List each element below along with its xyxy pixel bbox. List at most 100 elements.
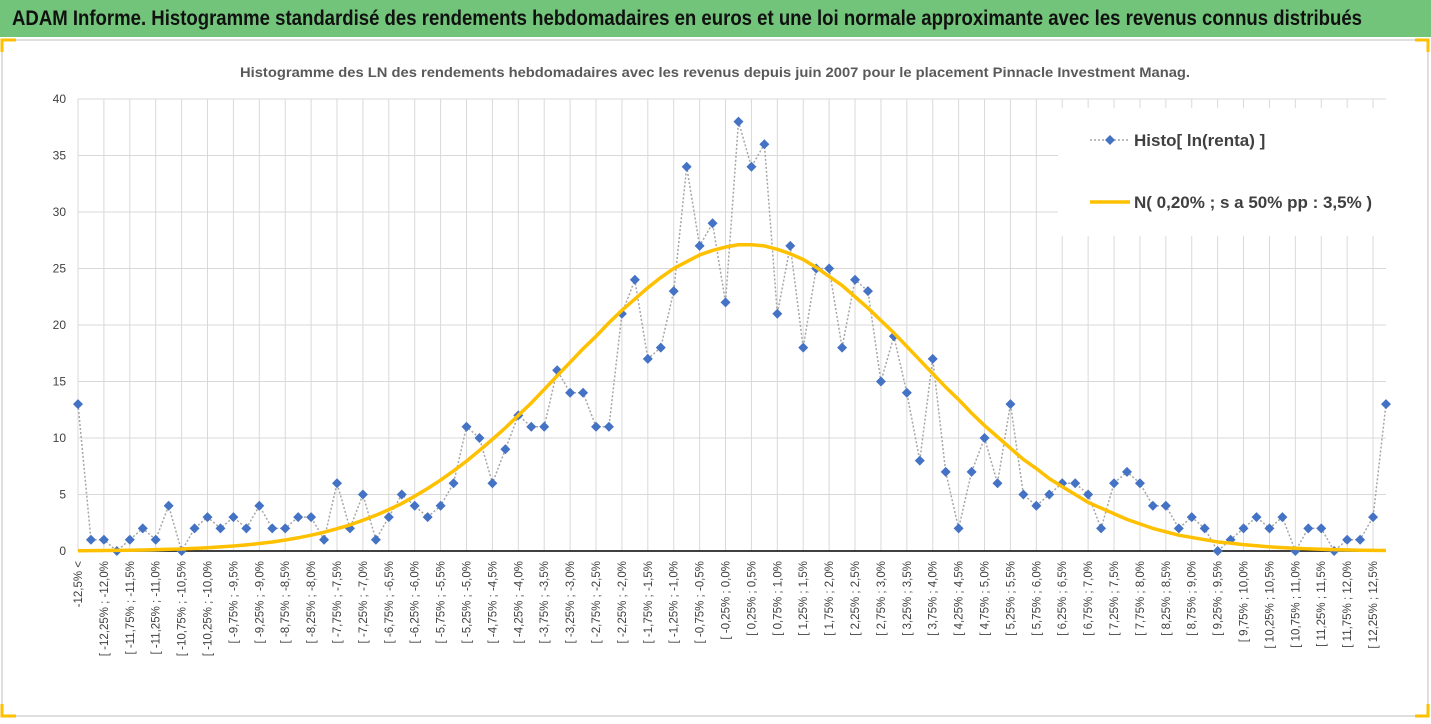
y-tick-label: 40 <box>53 92 67 106</box>
data-point <box>150 534 161 545</box>
data-point <box>306 512 317 523</box>
x-tick-label: [ 9,75% ; 10,0% <box>1239 561 1251 642</box>
data-point <box>124 534 135 545</box>
grid: 0 5 10 15 20 25 30 35 40 -12,5% < [ -12,25% ; -12,… <box>53 92 1386 656</box>
series-line <box>77 120 1387 552</box>
data-point <box>357 489 368 500</box>
data-point <box>772 308 783 319</box>
data-point <box>1160 500 1171 511</box>
data-point <box>448 478 459 489</box>
x-tick-label: [ -5,25% ; -5,0% <box>462 561 474 643</box>
x-tick-label: [ -8,25% ; -8,0% <box>306 561 318 643</box>
x-tick-label: [ -5,75% ; -5,5% <box>436 561 448 643</box>
data-point <box>565 387 576 398</box>
plot <box>73 116 1391 556</box>
x-tick-label: [ 8,25% ; 8,5% <box>1161 561 1173 636</box>
x-tick-label: [ -7,25% ; -7,0% <box>358 561 370 643</box>
data-point <box>215 523 226 534</box>
chart-border <box>1 39 1429 717</box>
data-point <box>785 240 796 251</box>
x-tick-label: [ -2,75% ; -2,5% <box>591 561 603 643</box>
data-point <box>824 263 835 274</box>
y-tick-label: 5 <box>59 488 66 502</box>
data-point <box>953 523 964 534</box>
x-tick-label: [ -9,75% ; -9,5% <box>228 561 240 643</box>
data-point <box>370 534 381 545</box>
data-point <box>655 342 666 353</box>
legend-label: N( 0,20% ; s a 50% pp : 3,5% ) <box>1134 193 1372 212</box>
data-point <box>383 512 394 523</box>
data-point <box>759 139 770 150</box>
data-point <box>681 161 692 172</box>
data-point <box>1083 489 1094 500</box>
x-tick-label: [ 4,75% ; 5,0% <box>980 561 992 636</box>
x-tick-label: [ -4,75% ; -4,5% <box>487 561 499 643</box>
x-tick-label: [ 3,75% ; 4,0% <box>928 561 940 636</box>
data-point <box>642 353 653 364</box>
x-tick-label: [ -1,25% ; -1,0% <box>669 561 681 643</box>
x-tick-label: [ 7,75% ; 8,0% <box>1135 561 1147 636</box>
legend: Histo[ ln(renta) ] N( 0,20% ; s a 50% pp … <box>1058 108 1386 236</box>
data-point <box>1342 534 1353 545</box>
x-tick-label: [ -9,25% ; -9,0% <box>254 561 266 643</box>
data-point <box>591 421 602 432</box>
x-tick-label: [ 9,25% ; 9,5% <box>1213 561 1225 636</box>
header-band <box>0 0 1431 37</box>
data-point <box>901 387 912 398</box>
data-point <box>694 240 705 251</box>
x-tick-label: [ 10,25% ; 10,5% <box>1264 561 1276 649</box>
data-point <box>837 342 848 353</box>
x-tick-label: [ 10,75% ; 11,0% <box>1290 561 1302 648</box>
header-title: ADAM Informe. Histogramme standardisé de… <box>12 7 1362 30</box>
x-tick-label: [ 5,25% ; 5,5% <box>1005 561 1017 636</box>
data-point <box>746 161 757 172</box>
data-point <box>73 399 83 410</box>
data-point <box>422 512 433 523</box>
x-tick-label: [ -8,75% ; -8,5% <box>280 561 292 643</box>
data-point <box>603 421 614 432</box>
data-point <box>409 500 420 511</box>
data-point <box>1147 500 1158 511</box>
x-tick-label: [ 2,25% ; 2,5% <box>850 561 862 636</box>
x-tick-label: [ -1,75% ; -1,5% <box>643 561 655 643</box>
x-tick-label: [ -11,25% ; -11,0% <box>151 561 163 655</box>
data-point <box>526 421 537 432</box>
data-point <box>940 466 951 477</box>
y-tick-label: 30 <box>53 205 67 219</box>
data-point <box>668 286 679 297</box>
legend-marker <box>1105 135 1115 145</box>
x-tick-label: [ 11,75% ; 12,0% <box>1342 561 1354 648</box>
x-tick-label: [ -0,75% ; -0,5% <box>695 561 707 643</box>
data-point <box>914 455 925 466</box>
x-tick-label: [ 1,25% ; 1,5% <box>798 561 810 636</box>
x-tick-label: [ -10,75% ; -10,5% <box>177 561 189 656</box>
data-point <box>137 523 148 534</box>
data-point <box>254 500 265 511</box>
data-point <box>1018 489 1029 500</box>
data-point <box>1316 523 1327 534</box>
x-tick-label: [ -12,25% ; -12,0% <box>99 561 111 656</box>
x-tick-label: -12,5% < <box>73 561 85 608</box>
data-point <box>1303 523 1314 534</box>
x-tick-label: [ 6,25% ; 6,5% <box>1057 561 1069 636</box>
data-point <box>332 478 343 489</box>
data-point <box>500 444 511 455</box>
data-point <box>707 218 718 229</box>
data-point <box>1381 399 1391 410</box>
data-point <box>1005 399 1016 410</box>
data-point <box>1186 512 1197 523</box>
y-tick-label: 25 <box>53 262 67 276</box>
data-point <box>1238 523 1249 534</box>
data-point <box>1173 523 1184 534</box>
corner-marks <box>0 38 1430 718</box>
data-point <box>1368 512 1379 523</box>
data-point <box>733 116 744 127</box>
data-point <box>163 500 174 511</box>
data-point <box>1109 478 1120 489</box>
x-tick-label: [ 8,75% ; 9,0% <box>1187 561 1199 636</box>
x-tick-label: [ -11,75% ; -11,5% <box>125 561 137 655</box>
data-point <box>202 512 213 523</box>
data-point <box>474 433 485 443</box>
data-point <box>1277 512 1288 523</box>
